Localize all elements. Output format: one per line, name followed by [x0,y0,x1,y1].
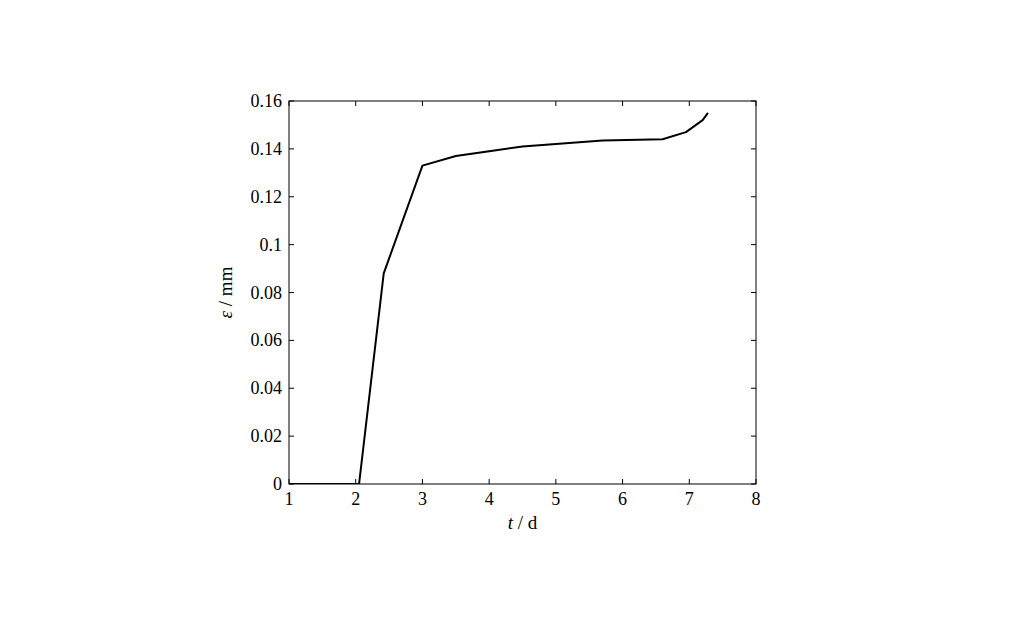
chart: 1 2 3 4 5 6 7 8 0 0.02 0.04 0.06 0.08 0.1 0.12 0.14 0.16… [0,0,1010,641]
y-tick-right [751,388,756,389]
y-tick [289,196,294,197]
y-tick-label: 0.02 [251,426,283,446]
x-tick [689,479,690,484]
x-tick-label: 2 [351,489,360,509]
y-tick [289,388,294,389]
x-tick-top [555,101,556,106]
y-tick-right [751,196,756,197]
y-tick-label: 0.08 [251,283,283,303]
y-tick-label: 0.12 [251,187,283,207]
y-tick-right [751,292,756,293]
x-tick [622,479,623,484]
x-tick [489,479,490,484]
x-tick-label: 6 [618,489,627,509]
x-tick [422,479,423,484]
data-line [289,113,708,484]
y-tick [289,292,294,293]
y-tick [289,340,294,341]
y-tick-right [751,340,756,341]
y-axis-label: ε / mm [215,266,236,318]
y-tick-label: 0.06 [251,330,283,350]
x-axis-label: t / d [508,512,538,533]
x-tick-top [422,101,423,106]
x-tick-label: 3 [418,489,427,509]
x-tick-label: 7 [685,489,694,509]
y-tick-right [751,244,756,245]
y-tick-label: 0.1 [260,235,283,255]
y-tick-label: 0 [273,474,282,494]
plot-background [289,101,756,484]
y-tick-label: 0.04 [251,378,283,398]
y-tick-label: 0.16 [251,91,283,111]
x-tick-label: 1 [285,489,294,509]
y-tick-right [751,436,756,437]
y-tick-label: 0.14 [251,139,283,159]
y-tick [289,436,294,437]
x-tick-label: 8 [752,489,761,509]
x-tick-top [689,101,690,106]
x-tick-label: 4 [485,489,494,509]
y-tick-right [751,148,756,149]
y-tick [289,148,294,149]
plot-area [289,113,708,484]
x-tick-top [622,101,623,106]
plot-frame [289,101,756,484]
x-tick-top [355,101,356,106]
x-tick [555,479,556,484]
x-tick-label: 5 [551,489,560,509]
x-tick-top [489,101,490,106]
y-tick [289,244,294,245]
